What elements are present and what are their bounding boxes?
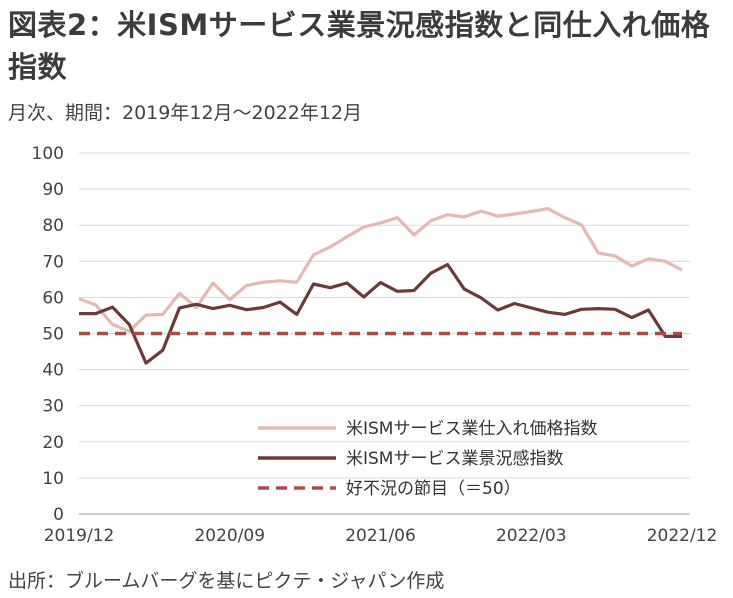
x-tick-label-3: 2022/03 bbox=[496, 526, 567, 546]
chart-title: 図表2：米ISMサービス業景況感指数と同仕入れ価格指数 bbox=[8, 8, 711, 84]
y-tick-label-100: 100 bbox=[32, 144, 64, 164]
series-line-0 bbox=[78, 207, 683, 333]
source-note: 出所：ブルームバーグを基にピクテ・ジャパン作成 bbox=[8, 570, 445, 592]
x-axis-tick-labels: 2019/12 2020/09 2021/06 2022/03 2022/12 bbox=[44, 526, 718, 546]
y-tick-label-60: 60 bbox=[42, 288, 64, 308]
y-tick-label-90: 90 bbox=[42, 180, 64, 200]
y-tick-label-40: 40 bbox=[42, 361, 64, 381]
series-lines bbox=[78, 207, 683, 365]
y-axis-tick-labels: 0 10 20 30 40 50 60 70 80 90 100 bbox=[32, 144, 64, 525]
y-tick-label-50: 50 bbox=[42, 325, 64, 345]
legend-label-1: 米ISMサービス業景況感指数 bbox=[346, 449, 563, 469]
series-line-1 bbox=[79, 262, 682, 365]
legend-label-2: 好不況の節目（＝50） bbox=[346, 479, 521, 499]
y-tick-label-30: 30 bbox=[42, 397, 64, 417]
chart-subtitle: 月次、期間：2019年12月～2022年12月 bbox=[8, 102, 363, 124]
legend: 米ISMサービス業仕入れ価格指数米ISMサービス業景況感指数好不況の節目（＝50… bbox=[258, 419, 597, 499]
y-tick-label-10: 10 bbox=[42, 469, 64, 489]
y-tick-label-70: 70 bbox=[42, 252, 64, 272]
y-tick-label-80: 80 bbox=[42, 216, 64, 236]
x-tick-label-4: 2022/12 bbox=[647, 526, 718, 546]
y-tick-label-20: 20 bbox=[42, 433, 64, 453]
x-tick-label-0: 2019/12 bbox=[44, 526, 115, 546]
x-tick-label-2: 2021/06 bbox=[345, 526, 416, 546]
legend-label-0: 米ISMサービス業仕入れ価格指数 bbox=[346, 419, 597, 439]
x-tick-label-1: 2020/09 bbox=[194, 526, 265, 546]
y-tick-label-0: 0 bbox=[53, 505, 64, 525]
